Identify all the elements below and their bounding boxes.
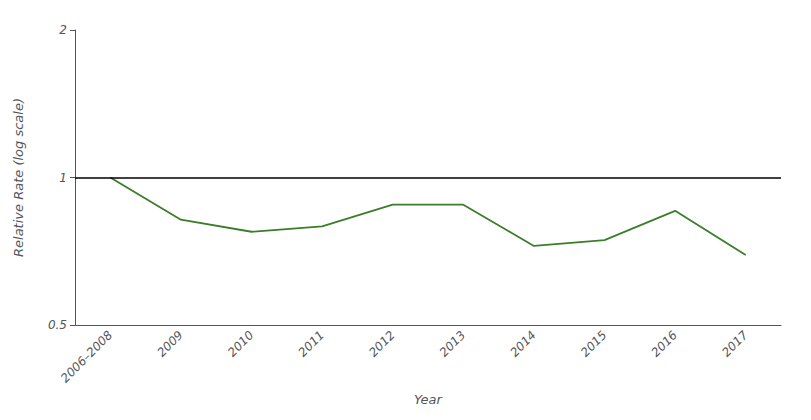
svg-text:1: 1 — [59, 171, 67, 185]
svg-text:2006–2008: 2006–2008 — [58, 328, 116, 386]
svg-text:2014: 2014 — [507, 328, 538, 359]
svg-text:2013: 2013 — [437, 328, 468, 359]
svg-text:2010: 2010 — [225, 328, 257, 360]
svg-text:2012: 2012 — [366, 328, 397, 359]
svg-text:2011: 2011 — [296, 328, 327, 359]
svg-text:2017: 2017 — [719, 328, 751, 360]
svg-text:2015: 2015 — [578, 328, 609, 359]
svg-text:Year: Year — [414, 392, 443, 407]
svg-text:2009: 2009 — [154, 328, 185, 359]
svg-text:2: 2 — [59, 23, 67, 37]
svg-text:0.5: 0.5 — [48, 318, 67, 332]
svg-text:2016: 2016 — [649, 328, 681, 360]
svg-text:Relative Rate (log scale): Relative Rate (log scale) — [11, 98, 26, 257]
